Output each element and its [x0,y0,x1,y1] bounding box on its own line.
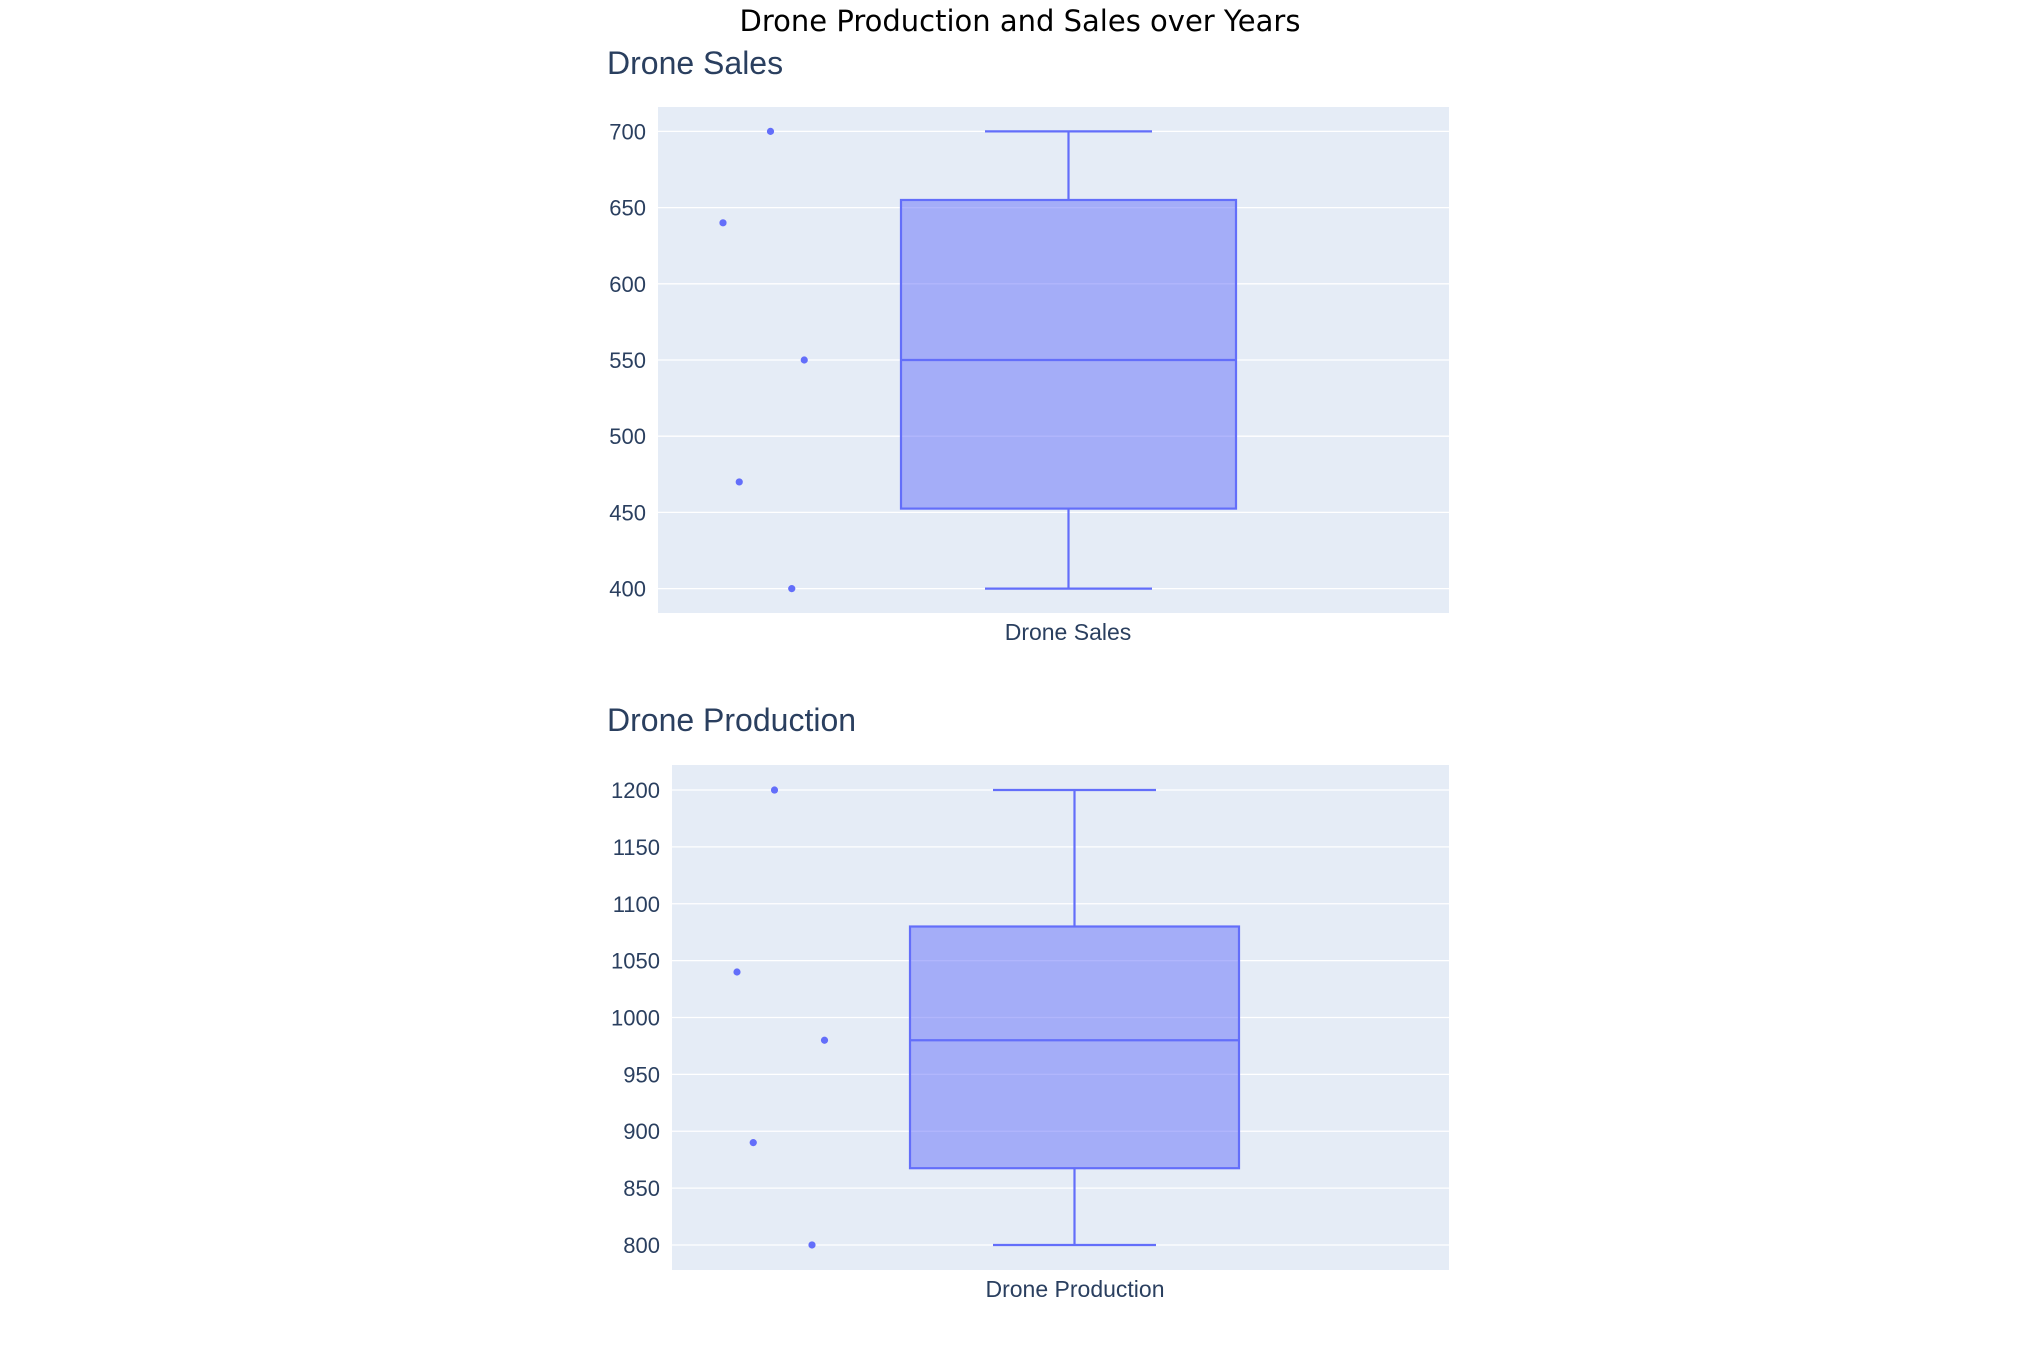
y-tick-label: 650 [609,196,646,221]
data-point [719,219,727,227]
y-tick-label: 450 [609,500,646,525]
y-tick-label: 400 [609,577,646,602]
data-point [808,1241,816,1249]
y-tick-label: 550 [609,348,646,373]
panel-title: Drone Production [607,702,856,738]
data-point [800,356,808,364]
y-tick-label: 950 [623,1062,660,1087]
y-tick-label: 1100 [613,892,660,917]
y-tick-label: 1050 [611,949,660,974]
drone-production-plot: 800 850 900 950 1000 1050 1100 1150 1200 [611,765,1449,1270]
iqr-box [899,198,1238,510]
iqr-box [908,925,1241,1170]
drone-sales-plot: 400 450 500 550 600 650 700 [609,107,1449,613]
y-tick-label: 1150 [613,835,660,860]
y-tick-label: 900 [623,1119,660,1144]
y-tick-label: 850 [623,1176,660,1201]
y-tick-label: 600 [609,272,646,297]
data-point [820,1036,829,1044]
y-tick-label: 700 [609,119,646,144]
data-point [766,127,775,135]
figure-title: Drone Production and Sales over Years [740,4,1301,38]
panel-drone-production: Drone Production 800 850 900 950 1000 1050 110… [607,702,1449,1302]
panel-title: Drone Sales [607,45,783,81]
data-point [770,786,779,794]
data-point [733,968,741,976]
data-point [735,478,743,486]
x-category-label: Drone Sales [1005,619,1132,645]
y-tick-label: 500 [609,424,646,449]
y-tick-label: 1200 [611,778,660,803]
panel-drone-sales: Drone Sales 400 450 500 550 600 650 700 Drone … [607,45,1449,645]
x-category-label: Drone Production [986,1276,1165,1302]
data-point [749,1139,757,1147]
data-point [788,585,796,593]
y-tick-label: 800 [623,1233,660,1258]
y-tick-label: 1000 [611,1006,660,1031]
